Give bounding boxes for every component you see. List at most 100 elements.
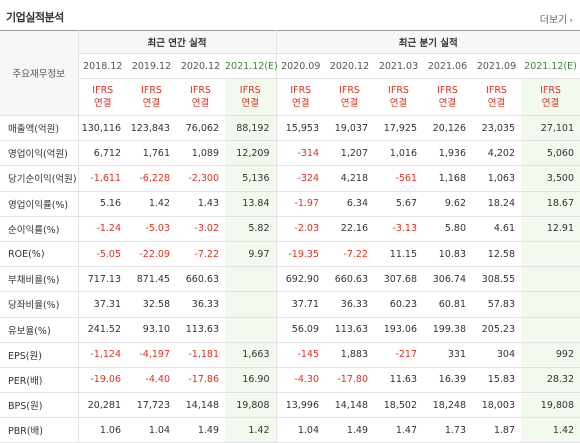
table-cell: -4.40: [127, 367, 176, 394]
more-label: 더보기: [539, 15, 568, 26]
table-cell: 5.67: [374, 191, 423, 217]
table-cell: 14,148: [325, 392, 374, 419]
table-cell: 1.49: [325, 417, 374, 443]
financial-table: 주요재무정보 최근 연간 실적 최근 분기 실적 2018.12 2019.12 2…: [0, 30, 580, 443]
table-row: BPS(원) 20,281 17,723 14,148 19,808 13,996 14,1…: [0, 392, 580, 419]
table-cell: 37.31: [78, 291, 127, 318]
table-cell: 15.83: [472, 367, 521, 394]
group-quarter-header: 최근 분기 실적: [276, 30, 580, 54]
row-label: ROE(%): [0, 241, 79, 268]
table-cell: 12,209: [225, 140, 277, 167]
table-cell: 992: [521, 341, 580, 368]
corner-label: 주요재무정보: [0, 30, 79, 116]
period-header: 2020.12: [325, 53, 374, 79]
row-label: 당좌비율(%): [0, 291, 79, 318]
table-cell: 123,843: [127, 115, 176, 142]
table-cell: -19.06: [78, 367, 127, 394]
table-row: 부채비율(%) 717.13 871.45 660.63 692.90 660.63 307…: [0, 266, 580, 293]
table-cell: 18,248: [423, 392, 472, 419]
table-cell: 692.90: [276, 266, 325, 293]
table-body: 매출액(억원) 130,116 123,843 76,062 88,192 15,953 1…: [0, 115, 580, 443]
table-row: 유보율(%) 241.52 93.10 113.63 56.09 113.63 193.06…: [0, 317, 580, 343]
ifrs-label-bottom: 연결: [142, 98, 161, 109]
ifrs-label: IFRS 연결: [521, 78, 580, 116]
table-cell: 19,808: [521, 392, 580, 419]
table-cell: 6,712: [78, 140, 127, 167]
table-cell: 13,996: [276, 392, 325, 419]
ifrs-label-top: IFRS: [190, 85, 211, 96]
widget-title: 기업실적분석: [6, 11, 64, 24]
row-label: PBR(배): [0, 417, 79, 443]
table-row: 영업이익(억원) 6,712 1,761 1,089 12,209 -314 1,207 1,…: [0, 140, 580, 167]
table-cell: 308.55: [472, 266, 521, 293]
table-cell: 1.06: [78, 417, 127, 443]
table-cell: 199.38: [423, 317, 472, 343]
table-cell: 15,953: [276, 115, 325, 142]
table-cell: 1.04: [276, 417, 325, 443]
table-cell: 36.33: [325, 291, 374, 318]
chevron-right-icon: ›: [569, 16, 573, 26]
ifrs-label-bottom: 연결: [94, 98, 112, 109]
table-cell: 5,060: [521, 140, 580, 167]
table-cell: [521, 317, 580, 343]
table-cell: 20,126: [423, 115, 472, 142]
table-cell: 5.82: [225, 216, 277, 242]
ifrs-label: IFRS 연결: [78, 78, 127, 116]
table-cell: 130,116: [78, 115, 127, 142]
table-cell: -17.80: [325, 367, 374, 394]
period-header: 2021.12(E): [225, 53, 278, 79]
table-cell: 113.63: [325, 317, 374, 343]
row-label: EPS(원): [0, 341, 79, 368]
table-cell: 19,808: [225, 392, 277, 419]
ifrs-label-top: IFRS: [437, 85, 458, 96]
table-cell: 9.97: [225, 241, 277, 268]
table-cell: 1.04: [127, 417, 176, 443]
table-cell: 241.52: [78, 317, 127, 343]
table-cell: 304: [472, 341, 521, 368]
ifrs-label: IFRS 연결: [325, 78, 374, 116]
table-row: 영업이익률(%) 5.16 1.42 1.43 13.84 -1.97 6.34 5.67 9.…: [0, 191, 580, 217]
table-cell: -7.22: [176, 241, 225, 268]
row-label: 부채비율(%): [0, 266, 79, 293]
table-cell: 36.33: [176, 291, 225, 318]
ifrs-label-bottom: 연결: [340, 98, 359, 109]
table-cell: 60.23: [374, 291, 423, 318]
table-cell: 56.09: [276, 317, 325, 343]
financial-summary-widget: 기업실적분석 더보기 › 주요재무정보 최근 연간 실적 최근 분기 실적 201…: [0, 11, 580, 443]
table-cell: -19.35: [276, 241, 325, 268]
row-label: 매출액(억원): [0, 115, 79, 142]
period-header: 2019.12: [127, 53, 176, 79]
table-cell: 5.80: [423, 216, 472, 242]
table-cell: 88,192: [225, 115, 277, 142]
ifrs-label-top: IFRS: [92, 85, 114, 96]
table-cell: 1,761: [127, 140, 176, 167]
group-annual-header: 최근 연간 실적: [78, 30, 277, 54]
table-cell: 12.91: [521, 216, 580, 242]
period-header: 2020.09: [276, 53, 325, 79]
ifrs-label-bottom: 연결: [191, 98, 210, 109]
ifrs-label-top: IFRS: [540, 85, 561, 96]
table-cell: -1,124: [78, 341, 127, 368]
table-cell: 1.49: [176, 417, 225, 443]
more-link[interactable]: 더보기 ›: [540, 11, 573, 26]
ifrs-label: IFRS 연결: [225, 78, 277, 116]
row-label: 순이익률(%): [0, 216, 79, 242]
table-cell: 19,037: [325, 115, 374, 142]
table-cell: [225, 291, 277, 318]
table-cell: 23,035: [472, 115, 521, 142]
table-cell: 193.06: [374, 317, 423, 343]
table-cell: -5.03: [127, 216, 176, 242]
table-cell: 1,663: [225, 341, 277, 368]
table-row: PER(배) -19.06 -4.40 -17.86 16.90 -4.30 -17.80 1…: [0, 367, 580, 394]
table-cell: 11.63: [374, 367, 423, 394]
table-cell: 13.84: [225, 191, 277, 217]
row-label: PER(배): [0, 367, 79, 394]
table-row: ROE(%) -5.05 -22.09 -7.22 9.97 -19.35 -7.22 11.…: [0, 241, 580, 268]
table-cell: 37.71: [276, 291, 325, 318]
table-cell: 17,723: [127, 392, 176, 419]
table-cell: 10.83: [423, 241, 472, 268]
ifrs-label-top: IFRS: [388, 85, 409, 96]
table-cell: 4,218: [325, 165, 374, 192]
table-cell: [521, 291, 580, 318]
row-label: 당기순이익(억원): [0, 165, 79, 192]
